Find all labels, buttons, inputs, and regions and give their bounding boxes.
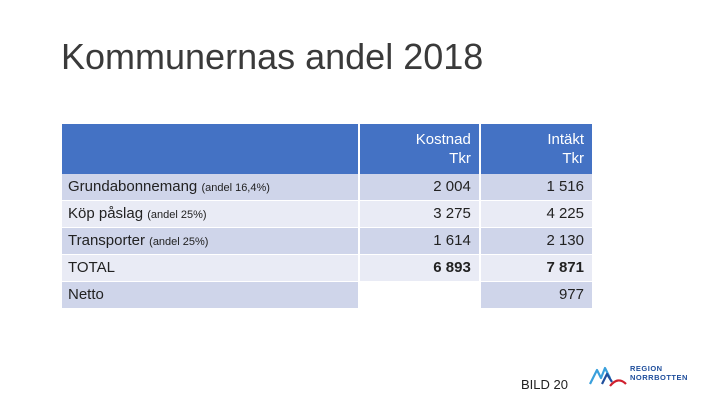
table-row: Köp påslag (andel 25%) 3 275 4 225	[62, 200, 592, 227]
row-label: Netto	[68, 286, 104, 303]
table-row-netto: Netto 977	[62, 281, 592, 308]
header-cell-kostnad: Kostnad Tkr	[359, 124, 479, 174]
row-intakt: 977	[480, 282, 592, 308]
cost-table: Kostnad Tkr Intäkt Tkr Grundabonnemang (…	[62, 124, 592, 308]
table-header-row: Kostnad Tkr Intäkt Tkr	[62, 124, 592, 174]
logo-line1: REGION	[630, 364, 663, 373]
table-row-total: TOTAL 6 893 7 871	[62, 254, 592, 281]
row-note: (andel 25%)	[149, 236, 209, 248]
logo-wordmark: REGION NORRBOTTEN	[630, 364, 688, 382]
row-note: (andel 16,4%)	[201, 182, 270, 194]
header-cell-intakt: Intäkt Tkr	[480, 124, 592, 174]
region-norrbotten-logo-icon	[589, 366, 627, 387]
logo-line2: NORRBOTTEN	[630, 373, 688, 382]
row-label-cell: Köp påslag (andel 25%)	[62, 201, 358, 227]
row-note: (andel 25%)	[147, 209, 207, 221]
row-kostnad: 6 893	[359, 255, 479, 281]
header-intakt-line2: Tkr	[562, 150, 584, 167]
header-kostnad-line2: Tkr	[449, 150, 471, 167]
row-kostnad: 1 614	[359, 228, 479, 254]
row-label-cell: Netto	[62, 282, 358, 308]
row-kostnad: 2 004	[359, 174, 479, 200]
row-label-cell: Transporter (andel 25%)	[62, 228, 358, 254]
row-label: Köp påslag	[68, 205, 144, 222]
row-label: Grundabonnemang	[68, 178, 198, 195]
table-row: Transporter (andel 25%) 1 614 2 130	[62, 227, 592, 254]
header-intakt-line1: Intäkt	[547, 131, 584, 148]
row-label: Transporter	[68, 232, 145, 249]
row-label-cell: Grundabonnemang (andel 16,4%)	[62, 174, 358, 200]
row-label: TOTAL	[68, 259, 115, 276]
slide-number: BILD 20	[521, 377, 568, 392]
row-intakt: 1 516	[480, 174, 592, 200]
header-kostnad-line1: Kostnad	[415, 131, 471, 148]
row-intakt: 7 871	[480, 255, 592, 281]
row-intakt: 4 225	[480, 201, 592, 227]
row-label-cell: TOTAL	[62, 255, 358, 281]
row-intakt: 2 130	[480, 228, 592, 254]
slide-title: Kommunernas andel 2018	[61, 36, 484, 77]
row-kostnad-empty	[359, 282, 479, 308]
table-row: Grundabonnemang (andel 16,4%) 2 004 1 51…	[62, 174, 592, 200]
row-kostnad: 3 275	[359, 201, 479, 227]
header-cell-label	[62, 124, 358, 174]
